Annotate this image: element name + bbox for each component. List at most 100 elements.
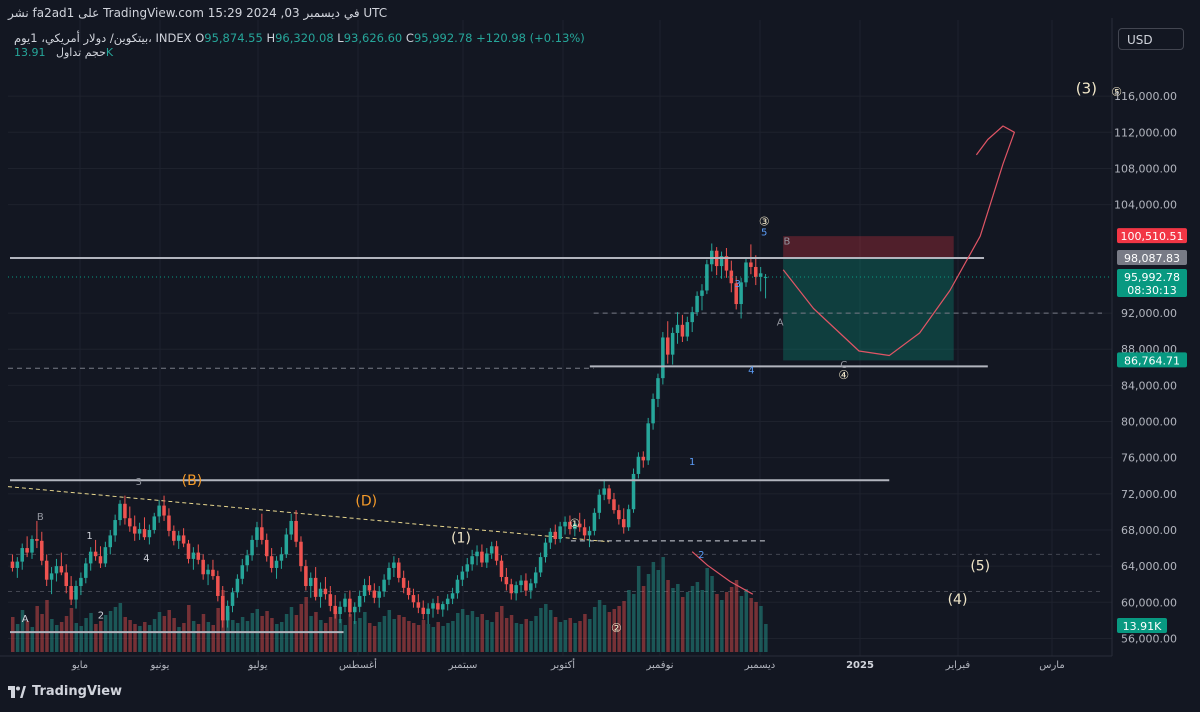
volume-bar — [55, 625, 59, 652]
volume-bar — [182, 623, 186, 652]
candle-body — [675, 324, 680, 333]
volume-bar — [128, 620, 132, 652]
candle-body — [754, 266, 758, 277]
candle-body — [108, 535, 113, 548]
y-tick-label: 104,000.00 — [1114, 199, 1177, 212]
volume-bar — [485, 620, 489, 652]
volume-bar — [460, 609, 465, 652]
volume-bar — [666, 580, 670, 652]
candle-body — [20, 548, 24, 562]
candle-body — [563, 521, 567, 527]
candle-body — [690, 312, 694, 323]
candle-body — [84, 563, 88, 578]
candle-body — [250, 539, 254, 556]
currency-button[interactable]: USD — [1118, 28, 1184, 50]
candle-body — [235, 578, 240, 593]
volume-bar — [421, 620, 426, 652]
y-tick-label: 60,000.00 — [1121, 596, 1177, 609]
volume-bar — [64, 616, 69, 652]
candle-body — [416, 602, 421, 608]
volume-bar — [680, 597, 685, 652]
wave-label: (1) — [451, 531, 471, 547]
candle-body — [93, 551, 98, 557]
wave-label: 5 — [761, 227, 767, 238]
volume-bar — [597, 600, 602, 652]
wave-label: ② — [611, 621, 622, 635]
candle-body — [533, 572, 538, 584]
volume-bar — [328, 617, 333, 652]
volume-bar — [431, 627, 436, 652]
volume-bar — [367, 623, 372, 652]
candle-body — [621, 519, 626, 528]
candle-body — [519, 580, 523, 586]
volume-bar — [470, 611, 475, 652]
candle-body — [749, 262, 753, 267]
candle-body — [162, 505, 166, 516]
volume-bar — [465, 615, 470, 652]
volume-bar — [147, 625, 152, 652]
volume-bar — [172, 618, 176, 652]
volume-bar — [426, 624, 431, 652]
candle-body — [426, 608, 430, 615]
candle-body — [582, 527, 587, 536]
symbol-name[interactable]: بيتكوين/ دولار أمريكي، 1يوم، INDEX — [14, 31, 192, 45]
volume-bar — [558, 622, 563, 652]
volume-bar — [573, 623, 577, 652]
x-tick-label: 2025 — [846, 660, 874, 671]
candle-body — [88, 551, 93, 564]
volume-bar — [509, 615, 514, 652]
candle-body — [460, 571, 465, 580]
tradingview-logo[interactable]: TradingView — [8, 684, 122, 699]
candle-body — [98, 556, 103, 564]
candle-body — [338, 606, 342, 615]
wave-label: 3 — [734, 279, 740, 290]
volume-bar — [524, 619, 528, 652]
volume-label[interactable]: حجم تداول — [56, 46, 106, 59]
projection-curve-small — [691, 551, 754, 595]
candle-body — [54, 566, 59, 574]
volume-bar — [167, 610, 171, 652]
x-tick-label: فبراير — [945, 660, 971, 671]
candle-body — [343, 598, 347, 607]
candle-body — [455, 579, 460, 594]
candle-body — [607, 488, 611, 500]
stop-loss-zone — [783, 236, 954, 259]
volume-bar — [685, 592, 690, 652]
candle-body — [328, 594, 333, 606]
candle-body — [587, 530, 592, 536]
volume-bar — [676, 584, 680, 652]
candle-body — [25, 548, 29, 553]
x-tick-label: مايو — [71, 660, 88, 671]
volume-legend: حجم تداول 13.91K — [14, 46, 113, 59]
candle-body — [441, 604, 445, 610]
y-tick-label: 56,000.00 — [1121, 632, 1177, 645]
price-badge-value: 95,992.78 — [1124, 271, 1180, 284]
volume-bar — [123, 617, 127, 652]
volume-bar — [407, 621, 411, 652]
wave-label: 2 — [698, 550, 704, 561]
price-badge-value: 98,087.83 — [1124, 252, 1180, 265]
volume-bar — [529, 621, 533, 652]
volume-bar — [490, 622, 494, 652]
candle-body — [504, 576, 509, 585]
y-tick-label: 108,000.00 — [1114, 162, 1177, 175]
publish-line: نشر fa2ad1 على TradingView.com في ديسمبر… — [8, 6, 388, 20]
volume-bar — [700, 590, 705, 652]
candle-body — [646, 423, 650, 461]
volume-bar — [35, 606, 39, 652]
candle-body — [475, 551, 479, 557]
volume-bar — [275, 624, 279, 652]
candle-body — [362, 585, 367, 596]
volume-bar — [544, 604, 548, 652]
volume-bar — [720, 600, 724, 652]
wave-label: ⑤ — [1111, 85, 1122, 99]
price-badge-value: 100,510.51 — [1121, 230, 1184, 243]
volume-bar — [299, 604, 304, 652]
volume-bar — [11, 617, 15, 652]
candle-body — [392, 562, 396, 568]
candle-body — [49, 573, 54, 580]
wave-label: ④ — [838, 368, 849, 382]
close-label: C — [405, 31, 414, 45]
volume-bar — [568, 618, 572, 652]
